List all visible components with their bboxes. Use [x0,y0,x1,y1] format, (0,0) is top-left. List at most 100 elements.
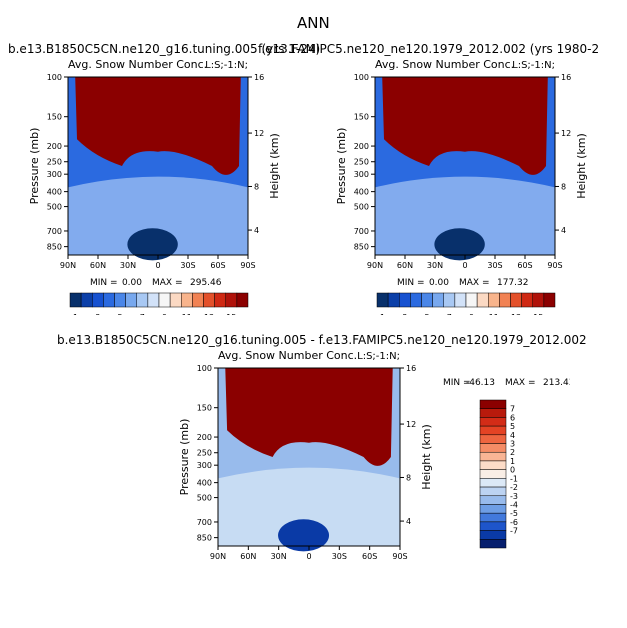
colorbar-label: 1 [380,313,385,315]
max-value: 177.32 [497,278,529,288]
colorbar-label: 11 [489,313,499,315]
x-tick-label: 0 [462,261,467,270]
y-tick-label: 200 [197,433,212,442]
panel-1-chart: Avg. Snow Number Conc.L:S;-1:N;100150200… [28,58,281,315]
y2-tick-label: 12 [254,129,264,138]
y2-tick-label: 4 [406,517,411,526]
surface-core [278,519,330,552]
colorbar-swatch [192,292,204,308]
panel-1-header: b.e13.B1850C5CN.ne120_g16.tuning.005 (yr… [8,42,321,56]
x-tick-label: 90S [547,261,562,270]
colorbar-label: -7 [510,527,518,536]
colorbar-label: 3 [95,313,100,315]
min-value: -46.13 [466,378,495,388]
y-tick-label: 250 [47,158,62,167]
plot-title: Avg. Snow Number Conc. [218,349,357,362]
y2-axis-label: Height (km) [575,133,588,199]
x-tick-label: 60S [362,552,377,561]
colorbar-swatch [432,292,444,308]
colorbar-label: -2 [510,483,518,492]
colorbar-label: 13 [511,313,521,315]
x-tick-label: 60N [397,261,413,270]
min-label: MIN = [397,278,425,288]
colorbar-swatch [147,292,160,308]
upper-maximum [75,77,241,175]
colorbar-swatch [479,469,507,479]
max-value: 295.46 [190,278,222,288]
x-tick-label: 90N [60,261,76,270]
colorbar-label: 13 [204,313,214,315]
colorbar-swatch [236,292,249,308]
colorbar-swatch [479,504,507,514]
y-tick-label: 150 [47,113,62,122]
colorbar-label: 0 [510,466,515,475]
y2-tick-label: 8 [254,182,259,191]
colorbar-swatch [443,292,456,308]
colorbar-label: 6 [510,413,515,422]
colorbar-label: 1 [510,457,515,466]
colorbar-label: 7 [140,313,145,315]
y2-axis-label: Height (km) [268,133,281,199]
colorbar-label: -5 [510,509,518,518]
plot-title: Avg. Snow Number Conc. [68,58,207,71]
max-label: MAX = [459,278,490,288]
colorbar-swatch [387,292,400,308]
x-tick-label: 30N [120,261,136,270]
y-tick-label: 100 [197,364,212,373]
y-tick-label: 400 [47,188,62,197]
colorbar-swatch [125,292,137,308]
colorbar-swatch [479,460,507,470]
colorbar-swatch [479,521,507,531]
x-tick-label: 90N [210,552,226,561]
colorbar-label: 3 [402,313,407,315]
colorbar-swatch [479,486,507,497]
colorbar-label: -6 [510,518,518,527]
colorbar-label: 7 [510,405,515,414]
max-value: 213.43 [543,378,570,388]
panel-3-header: b.e13.B1850C5CN.ne120_g16.tuning.005 - f… [57,333,587,347]
y-tick-label: 850 [354,243,369,252]
y-tick-label: 200 [354,142,369,151]
colorbar-label: 15 [226,313,236,315]
x-tick-label: 0 [155,261,160,270]
colorbar-swatch [169,292,182,308]
x-tick-label: 60S [210,261,225,270]
colorbar-swatch [92,292,104,308]
upper-maximum [225,368,393,466]
y2-tick-label: 4 [561,226,566,235]
y-tick-label: 300 [354,170,369,179]
x-tick-label: 90S [240,261,255,270]
colorbar-swatch [479,539,507,549]
x-tick-label: 30S [180,261,195,270]
colorbar-swatch [543,292,556,308]
colorbar-swatch [80,292,93,308]
y-tick-label: 250 [197,449,212,458]
y-tick-label: 500 [354,203,369,212]
y-tick-label: 500 [197,494,212,503]
colorbar-label: 2 [510,448,515,457]
colorbar-swatch [465,292,478,308]
y-axis-label: Pressure (mb) [28,128,41,205]
colorbar-swatch [181,292,193,308]
plot-title: Avg. Snow Number Conc. [375,58,514,71]
max-label: MAX = [505,378,536,388]
colorbar-swatch [510,292,522,308]
colorbar-swatch [399,292,411,308]
y2-tick-label: 12 [561,129,571,138]
y2-tick-label: 8 [561,182,566,191]
colorbar-swatch [479,478,507,488]
colorbar-swatch [488,292,500,308]
colorbar-swatch [479,512,507,523]
colorbar-label: 9 [162,313,167,315]
min-value: 0.00 [429,278,449,288]
y-tick-label: 250 [354,158,369,167]
y-tick-label: 700 [354,227,369,236]
y2-tick-label: 12 [406,420,416,429]
colorbar-swatch [114,292,126,308]
y-tick-label: 150 [197,404,212,413]
lower-band [375,176,555,255]
colorbar-swatch [203,292,215,308]
x-tick-label: 30N [427,261,443,270]
colorbar-swatch [214,292,226,308]
colorbar-swatch [532,292,545,308]
